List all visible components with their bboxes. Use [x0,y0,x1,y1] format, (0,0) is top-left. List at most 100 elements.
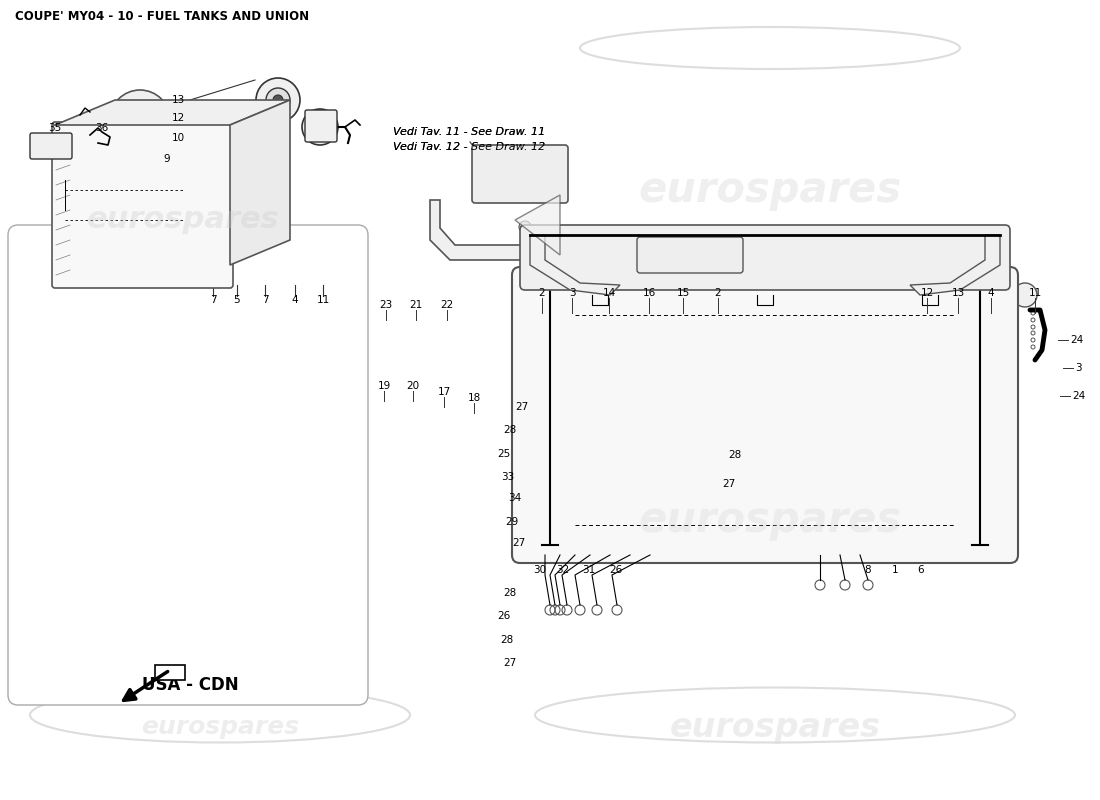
Text: 11: 11 [317,295,330,305]
Text: 11: 11 [1028,288,1042,298]
FancyBboxPatch shape [30,133,72,159]
Text: 14: 14 [603,288,616,298]
Text: 24: 24 [1072,391,1086,401]
Circle shape [568,245,604,281]
Text: Vedi Tav. 12 - See Draw. 12: Vedi Tav. 12 - See Draw. 12 [393,142,546,152]
Text: Vedi Tav. 11 - See Draw. 11: Vedi Tav. 11 - See Draw. 11 [393,127,546,137]
Circle shape [122,102,158,138]
Text: COUPE' MY04 - 10 - FUEL TANKS AND UNION: COUPE' MY04 - 10 - FUEL TANKS AND UNION [15,10,309,23]
Text: 29: 29 [505,517,518,527]
Text: 33: 33 [502,472,515,482]
Circle shape [160,261,191,293]
Text: eurospares: eurospares [87,206,279,234]
Circle shape [311,118,329,136]
Bar [155,665,185,680]
Text: 8: 8 [865,565,871,575]
Text: 16: 16 [642,288,656,298]
Circle shape [519,221,531,233]
Text: 20: 20 [406,381,419,391]
Text: 3: 3 [1075,363,1081,373]
Circle shape [741,246,755,260]
Circle shape [1013,283,1037,307]
Text: 36: 36 [96,123,109,133]
Text: 7: 7 [262,295,268,305]
Text: 24: 24 [1070,335,1084,345]
Text: 6: 6 [917,565,924,575]
Circle shape [201,173,229,201]
Text: 23: 23 [379,300,393,310]
Text: 13: 13 [172,95,185,105]
Text: 34: 34 [508,493,521,503]
Text: 26: 26 [497,611,510,621]
Text: 31: 31 [582,565,595,575]
Text: 5: 5 [233,295,240,305]
FancyBboxPatch shape [305,110,337,142]
Circle shape [544,250,550,256]
Text: 27: 27 [722,479,735,489]
FancyBboxPatch shape [52,122,233,288]
Polygon shape [910,235,1000,295]
Text: Vedi Tav. 12 - See Draw. 12: Vedi Tav. 12 - See Draw. 12 [393,142,546,152]
Text: 27: 27 [504,658,517,668]
Text: 22: 22 [440,300,453,310]
Text: 18: 18 [468,393,481,403]
FancyBboxPatch shape [512,267,1018,563]
Text: 9: 9 [164,154,170,164]
Text: 32: 32 [557,565,570,575]
Circle shape [641,246,654,260]
Text: Vedi Tav. 11 - See Draw. 11: Vedi Tav. 11 - See Draw. 11 [393,127,546,137]
Polygon shape [530,235,620,295]
Text: 1: 1 [892,565,899,575]
Circle shape [645,250,651,256]
Text: 28: 28 [504,425,517,435]
Text: 4: 4 [292,295,298,305]
Circle shape [302,109,338,145]
Text: eurospares: eurospares [670,710,880,743]
Text: 7: 7 [210,295,217,305]
Text: 30: 30 [534,565,547,575]
Text: 28: 28 [504,588,517,598]
Circle shape [460,247,470,257]
Polygon shape [230,100,290,265]
FancyBboxPatch shape [8,225,368,705]
Circle shape [252,205,268,221]
Polygon shape [515,195,560,255]
Text: 3: 3 [569,288,575,298]
Text: 15: 15 [676,288,690,298]
Polygon shape [430,200,575,260]
Text: USA - CDN: USA - CDN [142,676,239,694]
Text: eurospares: eurospares [638,499,902,541]
Circle shape [768,231,832,295]
Text: 25: 25 [497,449,510,459]
Circle shape [554,231,618,295]
Text: 4: 4 [988,288,994,298]
Circle shape [256,78,300,122]
Text: 12: 12 [172,113,185,123]
Circle shape [110,90,170,150]
Text: 27: 27 [516,402,529,412]
Text: 12: 12 [921,288,934,298]
Text: eurospares: eurospares [141,715,299,739]
Circle shape [433,230,443,240]
Text: 10: 10 [172,133,185,143]
Text: 2: 2 [715,288,722,298]
Circle shape [782,245,818,281]
Text: eurospares: eurospares [638,169,902,211]
Text: 28: 28 [500,635,514,645]
Text: 28: 28 [728,450,741,460]
Circle shape [167,269,183,285]
FancyBboxPatch shape [520,225,1010,290]
Circle shape [266,88,290,112]
Text: 21: 21 [409,300,422,310]
Text: 2: 2 [539,288,546,298]
Circle shape [207,205,223,221]
Text: 26: 26 [609,565,623,575]
Circle shape [580,257,592,269]
Text: 19: 19 [377,381,390,391]
Circle shape [794,257,806,269]
Text: 27: 27 [513,538,526,548]
Circle shape [745,250,751,256]
Text: 35: 35 [48,123,62,133]
FancyBboxPatch shape [472,145,568,203]
Text: 17: 17 [438,387,451,397]
